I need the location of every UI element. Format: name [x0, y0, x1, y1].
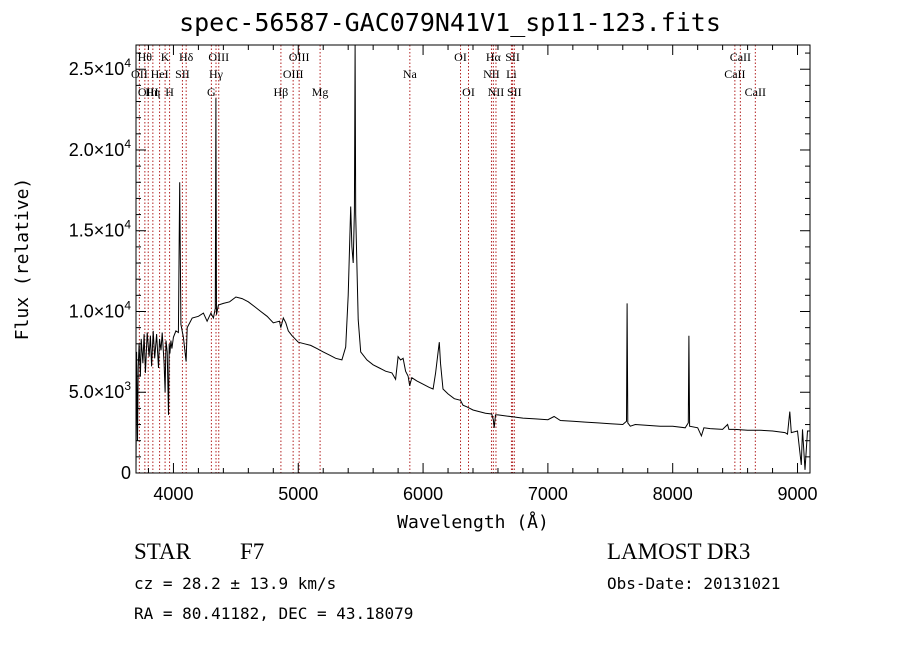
spectrum-line — [135, 44, 810, 474]
line-marker-label-6: H — [165, 85, 174, 99]
line-marker-label-16: Na — [403, 67, 418, 81]
x-axis-label: Wavelength (Å) — [397, 511, 549, 533]
line-marker-labels: OIIHθOIIIHηHeIKHSIIHδGHγOIIIHβOIIIOIIIMg… — [131, 50, 766, 99]
x-tick-label-1: 5000 — [278, 484, 318, 504]
y-tick-label-5: 2.5×104 — [69, 56, 132, 79]
line-marker-label-11: OIII — [208, 50, 229, 64]
y-tick-label-0: 0 — [121, 463, 131, 483]
line-marker-label-12: Hβ — [274, 85, 289, 99]
y-tick-label-3: 1.5×104 — [69, 218, 132, 241]
plot-frame — [135, 44, 811, 474]
line-marker-label-19: NII — [483, 67, 500, 81]
line-marker-label-20: Hα — [486, 50, 502, 64]
y-tick-label-1: 5.0×103 — [69, 379, 132, 402]
line-marker-label-18: OI — [462, 85, 475, 99]
x-tick-label-3: 7000 — [528, 484, 568, 504]
line-marker-label-15: Mg — [312, 85, 329, 99]
x-axis-ticks: 4000 5000 6000 7000 8000 9000 — [147, 45, 818, 504]
survey-name: LAMOST DR3 — [607, 539, 751, 564]
line-marker-label-2: OIII — [138, 85, 159, 99]
redshift-line: cz = 28.2 ± 13.9 km/s — [134, 574, 337, 593]
x-tick-label-0: 4000 — [153, 484, 193, 504]
line-marker-label-14: OIII — [289, 50, 310, 64]
y-axis-label: Flux (relative) — [12, 178, 33, 341]
x-tick-label-4: 8000 — [653, 484, 693, 504]
line-marker-label-3: Hη — [145, 85, 160, 99]
line-marker-label-13: OIII — [283, 67, 304, 81]
line-marker-label-25: CaII — [724, 67, 745, 81]
x-tick-label-2: 6000 — [403, 484, 443, 504]
line-marker-label-0: OII — [131, 67, 148, 81]
line-marker-label-22: Li — [506, 67, 517, 81]
line-marker-label-10: Hγ — [209, 67, 224, 81]
line-marker-label-1: Hθ — [138, 50, 153, 64]
line-marker-label-5: K — [161, 50, 170, 64]
line-markers-layer — [138, 45, 756, 473]
y-axis-ticks: 0 5.0×103 1.0×104 1.5×104 2.0×104 2.5×104 — [69, 52, 810, 483]
chart-title: spec-56587-GAC079N41V1_sp11-123.fits — [179, 8, 721, 37]
line-marker-label-21: NII — [488, 85, 505, 99]
line-marker-label-17: OI — [454, 50, 467, 64]
line-marker-label-4: HeI — [151, 67, 169, 81]
line-marker-label-26: CaII — [730, 50, 751, 64]
line-marker-label-9: G — [207, 85, 216, 99]
object-subclass: F7 — [240, 539, 265, 564]
coordinates-line: RA = 80.41182, DEC = 43.18079 — [134, 604, 414, 623]
y-tick-label-2: 1.0×104 — [69, 298, 132, 321]
object-class: STAR — [134, 539, 191, 564]
line-marker-label-8: Hδ — [179, 50, 194, 64]
x-tick-label-5: 9000 — [777, 484, 817, 504]
line-marker-label-27: CaII — [745, 85, 766, 99]
line-marker-label-24: SII — [507, 85, 522, 99]
line-marker-label-23: SII — [505, 50, 520, 64]
line-marker-label-7: SII — [175, 67, 190, 81]
observation-date: Obs-Date: 20131021 — [607, 574, 781, 593]
y-tick-label-4: 2.0×104 — [69, 137, 132, 160]
